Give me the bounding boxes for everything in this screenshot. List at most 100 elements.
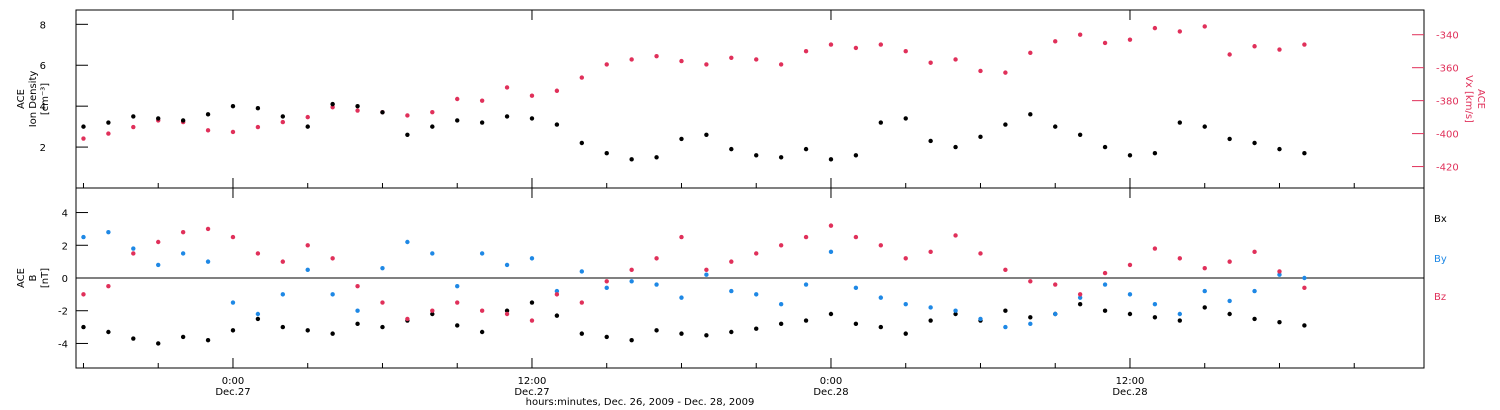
density-point bbox=[330, 101, 335, 107]
bx-point bbox=[1127, 311, 1133, 317]
velocity-point bbox=[754, 57, 759, 62]
bx-point bbox=[1302, 323, 1307, 328]
velocity-point bbox=[405, 113, 410, 118]
top-series-points bbox=[81, 24, 1307, 162]
bx-point bbox=[953, 311, 958, 317]
bz-point bbox=[205, 226, 211, 232]
velocity-point bbox=[1053, 39, 1058, 44]
bx-point bbox=[81, 324, 86, 330]
velocity-point bbox=[1127, 37, 1133, 42]
density-tick-label: 4 bbox=[40, 102, 46, 113]
bx-point bbox=[654, 328, 659, 333]
density-point bbox=[430, 124, 435, 129]
bx-point bbox=[106, 329, 111, 335]
bz-point bbox=[131, 251, 136, 256]
bx-point bbox=[180, 334, 186, 340]
bz-point bbox=[430, 308, 435, 313]
by-point bbox=[1127, 292, 1133, 297]
bx-point bbox=[1177, 318, 1183, 323]
density-point bbox=[579, 140, 585, 146]
bx-point bbox=[1252, 316, 1257, 322]
bx-point bbox=[230, 328, 236, 333]
velocity-point bbox=[853, 45, 859, 51]
by-point bbox=[305, 267, 310, 273]
time-tick-label: 12:00 bbox=[518, 376, 547, 387]
bx-point bbox=[853, 321, 859, 327]
velocity-point bbox=[205, 128, 211, 133]
by-point bbox=[1028, 321, 1033, 327]
bx-point bbox=[205, 337, 211, 343]
bx-point bbox=[1277, 319, 1282, 325]
by-point bbox=[1003, 324, 1008, 330]
by-point bbox=[953, 308, 958, 313]
by-point bbox=[828, 249, 834, 255]
by-point bbox=[529, 256, 535, 261]
velocity-point bbox=[1302, 42, 1307, 47]
bx-point bbox=[778, 321, 784, 327]
velocity-point bbox=[1102, 40, 1108, 46]
bz-point bbox=[953, 233, 958, 238]
velocity-point bbox=[131, 124, 136, 130]
velocity-point bbox=[1152, 25, 1158, 31]
bx-point bbox=[554, 313, 560, 318]
bz-point bbox=[1202, 265, 1207, 271]
density-point bbox=[1077, 132, 1083, 138]
velocity-point bbox=[255, 124, 261, 130]
by-point bbox=[280, 292, 286, 297]
bz-point bbox=[978, 251, 983, 256]
density-point bbox=[1252, 140, 1257, 146]
density-point bbox=[903, 116, 908, 121]
velocity-point bbox=[455, 96, 460, 102]
density-point bbox=[704, 132, 709, 138]
time-axis-ticks: 0:00Dec.2712:00Dec.270:00Dec.2812:00Dec.… bbox=[82, 10, 1355, 398]
density-point bbox=[455, 118, 460, 123]
density-point bbox=[1102, 144, 1108, 150]
velocity-point bbox=[828, 42, 834, 47]
velocity-axis-ticks: -340 -360 -380 -400 -420 bbox=[1412, 31, 1459, 174]
b-tick-label: 4 bbox=[62, 209, 68, 220]
bx-point bbox=[131, 336, 136, 341]
bz-point bbox=[654, 256, 659, 261]
velocity-point bbox=[106, 131, 111, 136]
bx-point bbox=[504, 308, 510, 313]
density-point bbox=[878, 120, 884, 125]
time-tick-date-label: Dec.27 bbox=[215, 387, 250, 398]
density-point bbox=[255, 106, 261, 111]
bx-point bbox=[305, 328, 310, 333]
time-tick-label: 0:00 bbox=[820, 376, 842, 387]
density-point bbox=[1053, 124, 1058, 129]
by-point bbox=[330, 292, 335, 297]
velocity-point bbox=[280, 119, 286, 125]
density-point bbox=[803, 146, 809, 152]
velocity-tick-label: -400 bbox=[1436, 130, 1459, 141]
bz-point bbox=[903, 256, 908, 261]
velocity-point bbox=[479, 98, 485, 103]
b-axis-ticks: -4 -2 0 2 4 bbox=[58, 209, 88, 350]
density-axis-label: ACE Ion Density [cm⁻³] bbox=[16, 71, 51, 128]
velocity-point bbox=[529, 93, 535, 98]
bx-point bbox=[828, 311, 834, 317]
b-axis-label: ACE B [nT] bbox=[16, 268, 51, 288]
velocity-point bbox=[928, 60, 933, 65]
bz-point bbox=[380, 300, 385, 305]
density-point bbox=[754, 153, 759, 158]
bz-point bbox=[853, 234, 859, 240]
density-point bbox=[479, 120, 485, 125]
velocity-tick-label: -360 bbox=[1436, 64, 1459, 75]
bz-point bbox=[455, 300, 460, 305]
bx-point bbox=[878, 324, 884, 330]
bz-point bbox=[330, 256, 335, 261]
bx-point bbox=[803, 318, 809, 323]
top-panel-frame bbox=[75, 9, 1425, 189]
by-point bbox=[1152, 301, 1158, 307]
density-label-line3: [cm⁻³] bbox=[40, 83, 51, 115]
bz-point bbox=[106, 283, 111, 289]
bx-point bbox=[754, 326, 759, 331]
density-point bbox=[504, 114, 510, 119]
bz-point bbox=[504, 311, 510, 317]
density-point bbox=[405, 132, 410, 138]
density-point bbox=[1227, 136, 1232, 142]
bz-point bbox=[479, 308, 485, 313]
bz-point bbox=[1227, 259, 1232, 264]
bx-point bbox=[903, 331, 908, 336]
